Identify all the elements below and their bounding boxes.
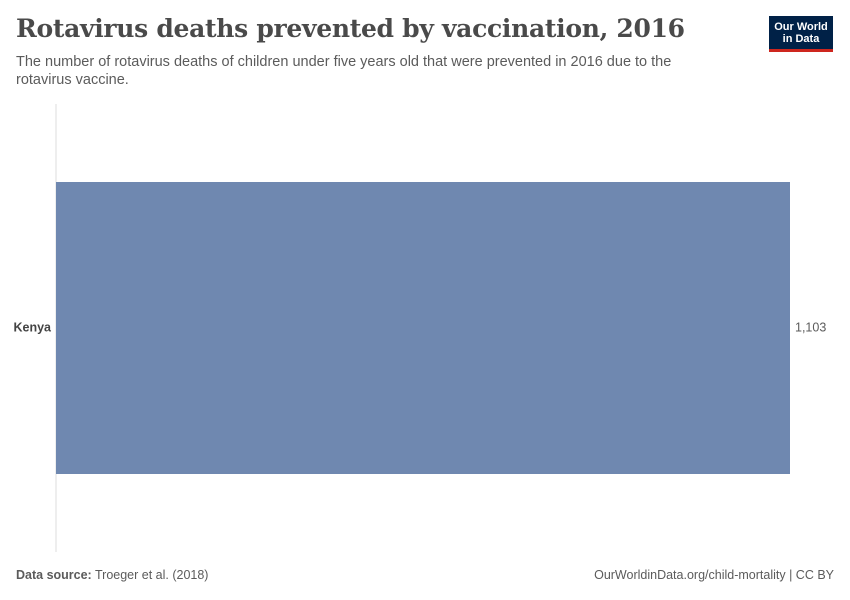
owid-logo[interactable]: Our World in Data (769, 16, 833, 52)
data-source: Data source: Troeger et al. (2018) (16, 568, 208, 582)
footer-separator: | (785, 568, 796, 582)
footer-links: OurWorldinData.org/child-mortality | CC … (594, 568, 834, 582)
chart-subtitle: The number of rotavirus deaths of childr… (16, 54, 672, 88)
logo-line-2: in Data (782, 32, 820, 45)
category-label: Kenya (13, 320, 52, 334)
bar-kenya[interactable] (56, 182, 790, 474)
chart-title: Rotavirus deaths prevented by vaccinatio… (16, 14, 685, 43)
license-link[interactable]: CC BY (795, 568, 834, 582)
value-label: 1,103 (795, 320, 826, 334)
data-source-text[interactable]: Troeger et al. (2018) (94, 568, 209, 582)
source-url-link[interactable]: OurWorldinData.org/child-mortality (594, 568, 786, 582)
data-source-label: Data source: (16, 568, 92, 582)
logo-line-1: Our World (774, 20, 828, 33)
bars-group: Kenya 1,103 (13, 182, 826, 474)
